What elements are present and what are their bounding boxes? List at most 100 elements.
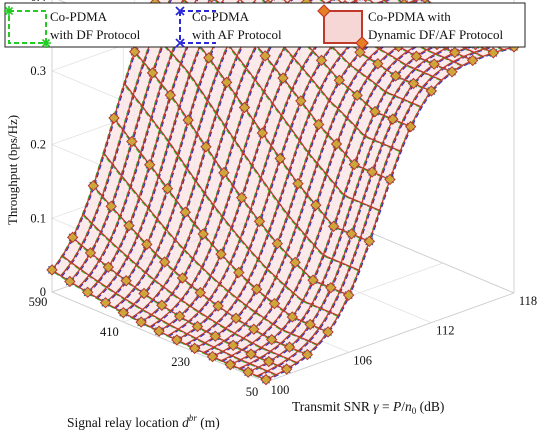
- diamond-marker-icon: [105, 200, 117, 213]
- diamond-marker-icon: [310, 199, 322, 211]
- legend-label-af-line1: Co-PDMA: [192, 9, 250, 24]
- relay-tick-label: 50: [246, 385, 259, 399]
- surface-patch: [136, 244, 156, 273]
- diamond-marker-icon: [141, 238, 153, 251]
- diamond-marker-icon: [200, 141, 212, 153]
- surface-patch: [391, 122, 411, 151]
- z-tick-label: 0.2: [30, 138, 46, 152]
- surface-patch: [311, 283, 331, 309]
- diamond-marker-icon: [487, 47, 500, 59]
- surface-patch: [260, 145, 281, 191]
- surface-patch: [194, 193, 214, 234]
- y-axis-label-main: Signal relay location: [67, 415, 182, 430]
- surface-patch: [267, 243, 287, 278]
- surface-patch: [299, 324, 320, 341]
- diamond-marker-icon: [227, 339, 239, 352]
- surface-patch: [358, 57, 378, 78]
- diamond-marker-icon: [191, 320, 204, 333]
- surface-patch: [422, 76, 442, 91]
- surface-patch: [195, 146, 215, 193]
- diamond-marker-icon: [84, 247, 97, 259]
- diamond-marker-icon: [66, 231, 79, 244]
- diamond-marker-icon: [233, 266, 245, 279]
- surface-patch: [197, 317, 217, 332]
- surface-patch: [423, 64, 444, 77]
- legend-entry-af: Co-PDMA with AF Protocol: [175, 6, 282, 48]
- diamond-marker-icon: [389, 70, 402, 82]
- surface-patch: [228, 272, 248, 299]
- surface-patch: [287, 183, 307, 226]
- diamond-marker-icon: [188, 342, 201, 355]
- diamond-marker-icon: [372, 58, 384, 70]
- surface-patch: [229, 238, 250, 273]
- surface-patch: [319, 311, 339, 332]
- surface-patch: [80, 252, 100, 276]
- surface-patch: [272, 78, 292, 116]
- surface-patch: [373, 115, 393, 144]
- surface-patch: [273, 310, 293, 330]
- legend-label-dynamic-line1: Co-PDMA with: [368, 9, 451, 24]
- x-axis-label-p: P: [392, 399, 401, 414]
- surface-patch: [340, 43, 360, 65]
- diamond-marker-icon: [81, 286, 94, 299]
- surface-patch: [339, 266, 359, 296]
- diamond-marker-icon: [295, 95, 307, 107]
- legend-label-df-line2: with DF Protocol: [50, 27, 141, 42]
- diamond-marker-icon: [182, 114, 194, 126]
- x-axis-label-n: n: [405, 399, 412, 414]
- surface-patch: [324, 184, 344, 227]
- x-axis-label: Transmit SNR γ = P/n0 (dB): [292, 399, 444, 416]
- dynamic-mesh-line: [239, 0, 401, 152]
- surface-patch: [160, 95, 180, 142]
- surface-patch: [327, 108, 347, 144]
- surface-patch: [163, 270, 183, 294]
- diamond-marker-icon: [330, 138, 343, 150]
- diamond-marker-icon: [161, 182, 174, 195]
- diamond-marker-icon: [179, 206, 192, 218]
- diamond-marker-icon: [304, 318, 316, 331]
- surface-patch: [336, 117, 356, 155]
- surface-patch: [332, 230, 352, 263]
- diamond-marker-icon: [292, 177, 304, 190]
- surface-patch: [351, 202, 371, 238]
- surface-patch: [246, 289, 266, 312]
- z-tick-label: 0: [40, 285, 46, 299]
- diamond-marker-icon: [117, 306, 130, 319]
- surface-patch: [222, 185, 242, 228]
- surface-patch: [385, 76, 405, 96]
- diamond-marker-icon: [126, 135, 138, 148]
- surface-patch: [339, 64, 359, 88]
- surface-patch: [154, 262, 174, 287]
- surface-patch: [206, 113, 226, 160]
- surface-patch: [313, 255, 333, 284]
- surface-patch: [412, 87, 432, 107]
- surface-patch: [244, 79, 264, 121]
- diamond-marker-icon: [203, 52, 215, 64]
- diamond-marker-icon: [317, 4, 331, 18]
- surface-patch: [122, 94, 143, 142]
- diamond-marker-icon: [164, 89, 177, 101]
- surface-patch: [207, 70, 227, 114]
- surface-patch: [217, 44, 237, 83]
- legend-entry-df: Co-PDMA with DF Protocol: [4, 6, 141, 48]
- surface-patch: [175, 212, 195, 250]
- surface-patch: [216, 82, 236, 127]
- surface-patch: [241, 165, 261, 210]
- surface-patch: [298, 340, 318, 355]
- surface-patch: [145, 253, 165, 280]
- surface-patch: [289, 140, 309, 184]
- surface-patch: [253, 91, 273, 133]
- diamond-marker-icon: [99, 297, 112, 309]
- dynamic-mesh-line: [82, 213, 298, 364]
- diamond-marker-icon: [277, 72, 289, 84]
- surface-patch: [190, 292, 210, 312]
- diamond-marker-icon: [325, 281, 337, 294]
- x-axis-label-sub: 0: [412, 406, 417, 416]
- surface-patch: [140, 118, 160, 165]
- surface-patch: [394, 79, 414, 100]
- surface-patch: [329, 80, 349, 109]
- surface-patch: [344, 164, 364, 200]
- diamond-marker-icon: [354, 46, 366, 59]
- diamond-marker-icon: [428, 58, 440, 70]
